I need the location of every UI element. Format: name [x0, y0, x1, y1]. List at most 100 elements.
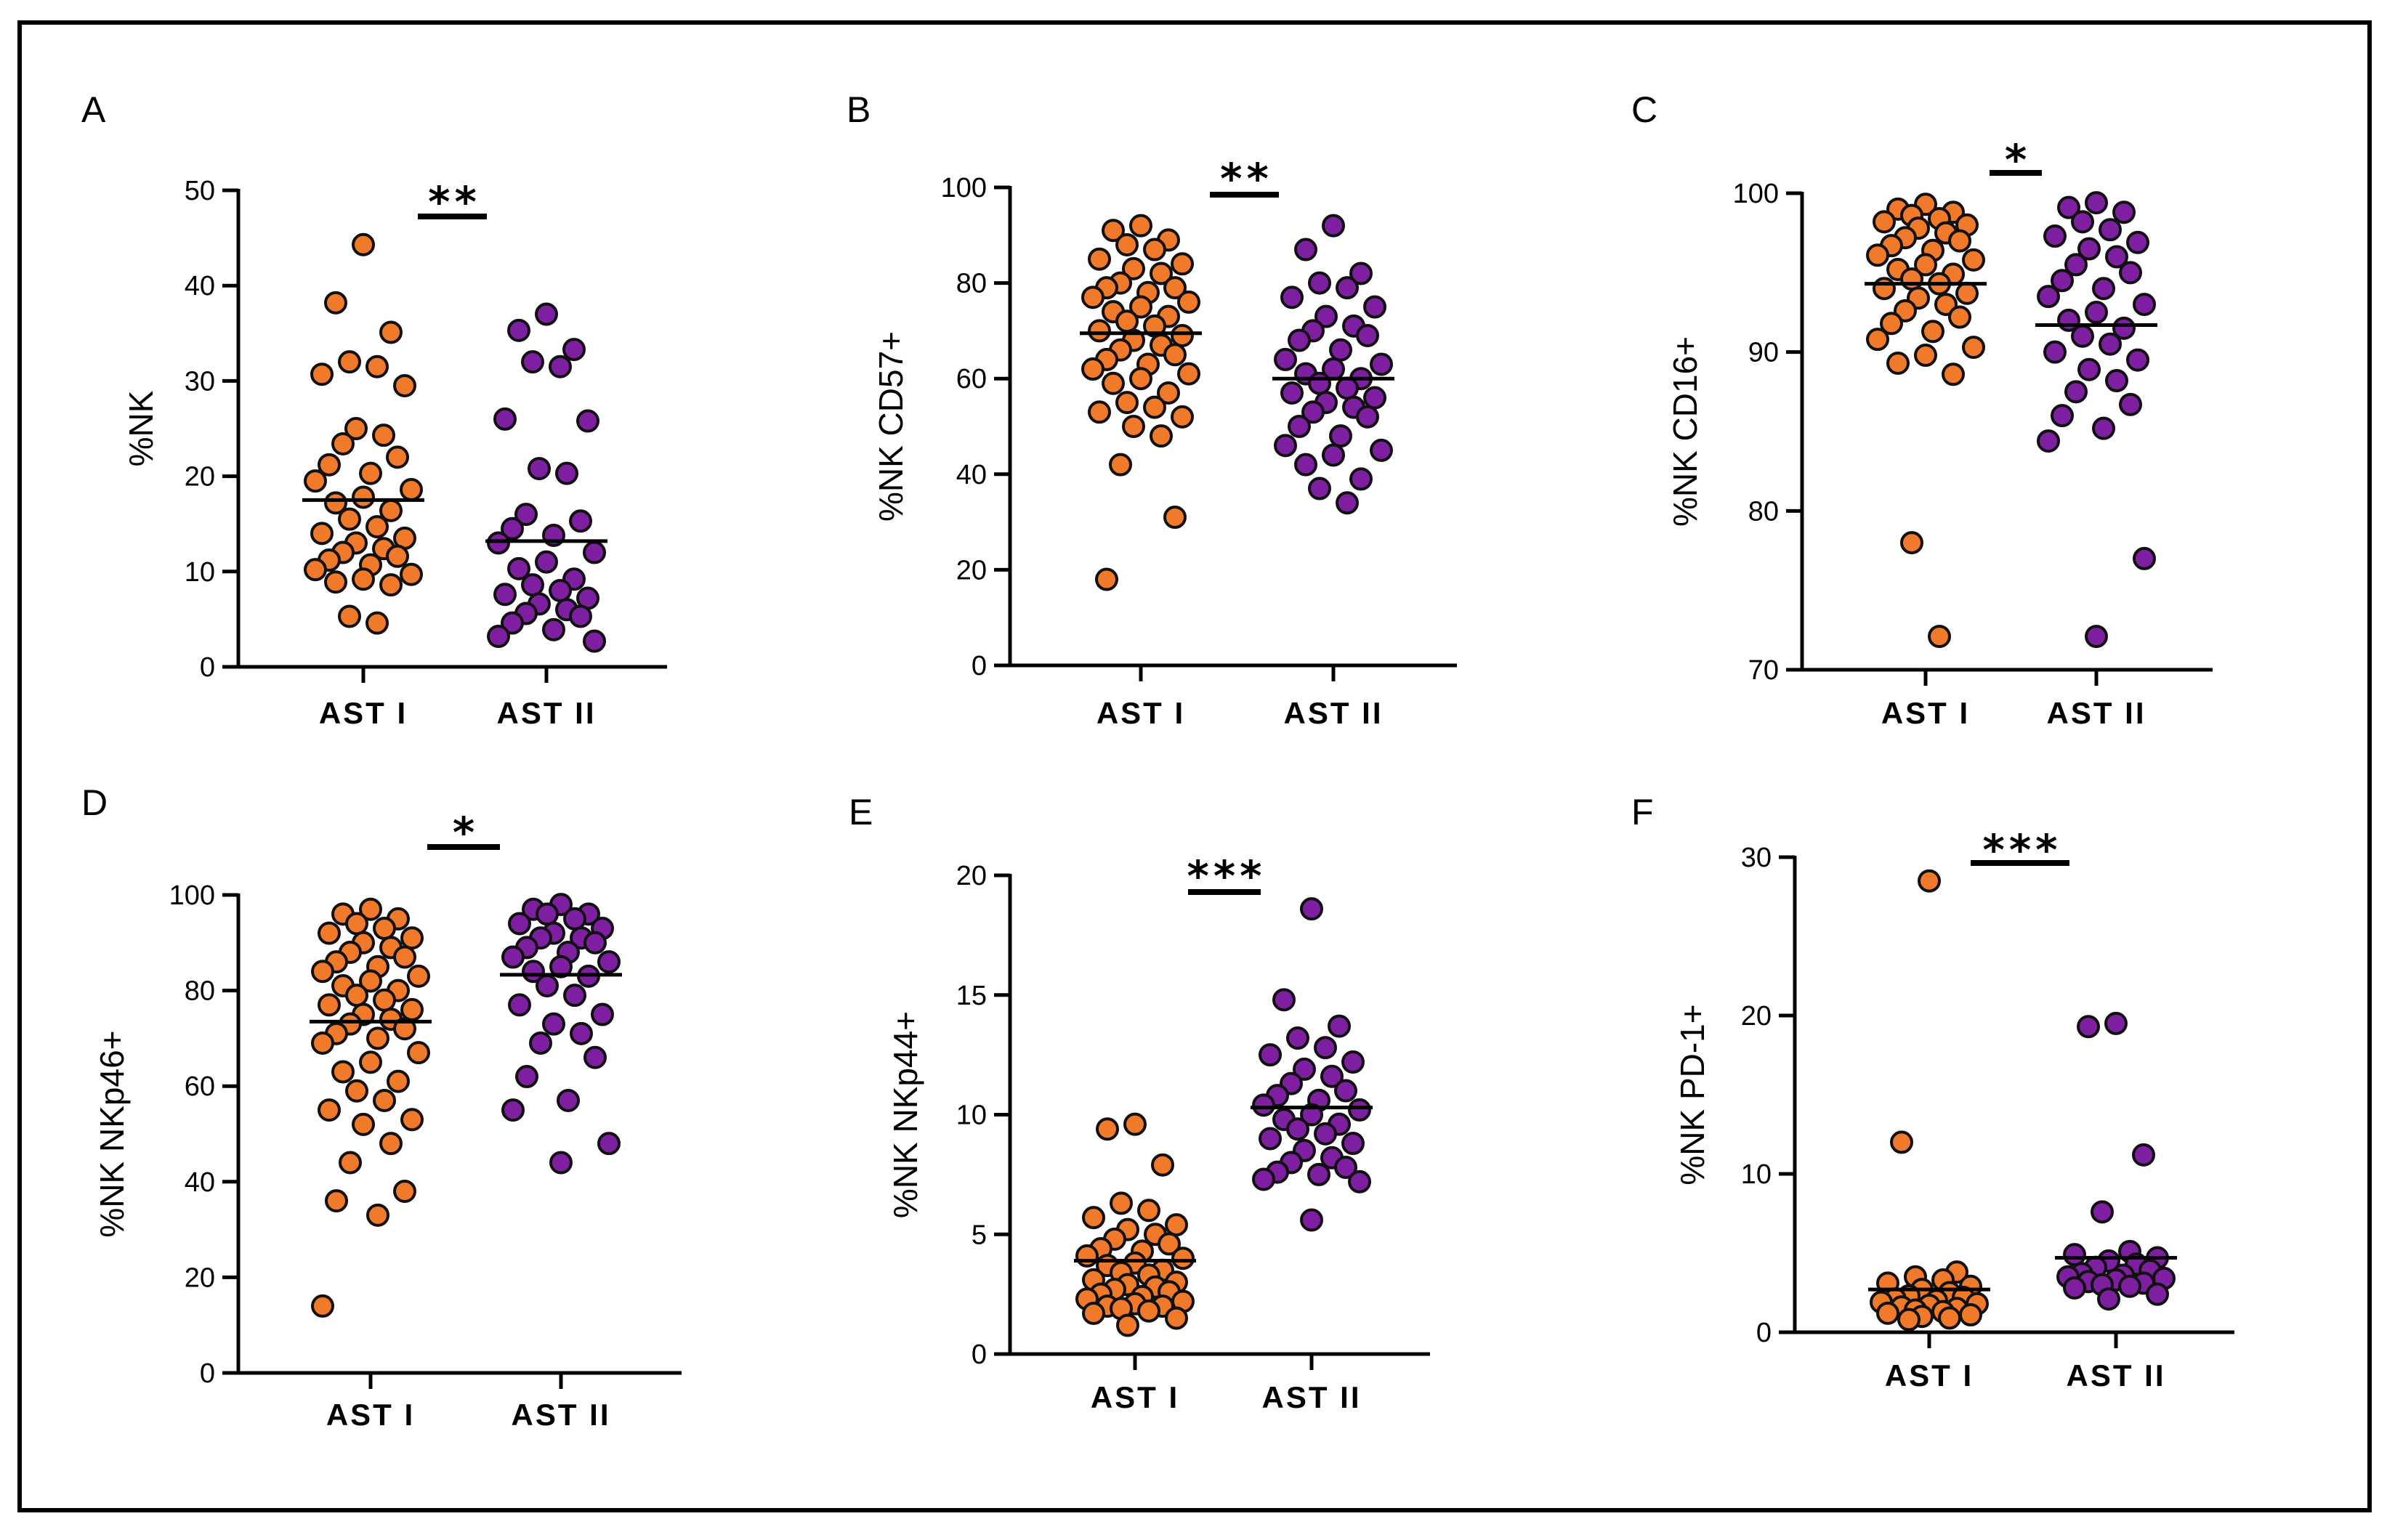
data-point [1962, 336, 1985, 360]
data-point [1348, 1170, 1371, 1194]
data-point [583, 629, 606, 653]
data-point [1329, 424, 1352, 448]
y-tick-label: 30 [1741, 843, 1772, 873]
data-point [1088, 319, 1111, 343]
data-point [1900, 531, 1923, 555]
data-point [1962, 248, 1985, 272]
data-point [2126, 348, 2149, 372]
data-point [331, 1060, 355, 1084]
data-point [1948, 229, 1971, 253]
data-point [1252, 1093, 1275, 1117]
data-point [2085, 625, 2108, 649]
data-point [1165, 1306, 1188, 1330]
data-point [521, 573, 544, 597]
data-point [345, 912, 368, 936]
data-point [555, 461, 578, 485]
data-point [373, 917, 396, 941]
data-point [1096, 1117, 1119, 1141]
data-point [1165, 1213, 1188, 1237]
panel-letter: E [849, 792, 873, 832]
data-point [1274, 347, 1297, 371]
data-point [591, 1002, 614, 1026]
data-point [2092, 416, 2115, 440]
data-point [352, 232, 375, 256]
data-point [1158, 1232, 1181, 1256]
data-point [2092, 277, 2115, 301]
y-tick-label: 40 [185, 271, 215, 301]
data-point [2077, 237, 2101, 261]
data-point [325, 1189, 348, 1213]
data-point [386, 445, 409, 469]
panel-a: A 0 10 20 30 40 50 %NK AST I AST II ** [81, 89, 667, 730]
x-tick-label: AST I [1091, 1380, 1179, 1414]
data-point [324, 291, 347, 315]
data-point [1082, 1206, 1105, 1230]
data-point [1088, 400, 1111, 424]
y-tick-label: 20 [1741, 1001, 1772, 1032]
data-point [338, 507, 361, 531]
x-tick-label: AST II [1283, 696, 1383, 730]
data-point [2105, 245, 2128, 269]
data-point [1137, 1199, 1160, 1223]
data-point [536, 902, 559, 926]
data-point [2071, 210, 2094, 234]
data-point [1110, 1191, 1133, 1215]
data-point [2118, 1274, 2141, 1298]
data-point [508, 993, 531, 1017]
data-point [1150, 262, 1173, 285]
data-point [1363, 386, 1386, 410]
series-ast-i [1080, 214, 1202, 591]
data-point [2132, 1143, 2155, 1167]
data-point [2064, 253, 2088, 277]
data-point [1897, 1308, 1921, 1332]
y-tick-label: 0 [200, 652, 215, 683]
data-point [1274, 434, 1297, 458]
data-point [1336, 376, 1359, 400]
y-axis-label: %NK NKp46+ [93, 1030, 131, 1237]
data-point [1942, 362, 1965, 386]
data-point [352, 1112, 375, 1136]
data-point [1873, 277, 1896, 301]
data-point [1288, 415, 1311, 438]
data-point [1163, 276, 1187, 300]
data-point [487, 531, 510, 555]
data-point [1129, 367, 1152, 391]
y-tick-label: 80 [956, 269, 987, 299]
data-point [1341, 1050, 1365, 1074]
data-point [331, 431, 355, 455]
y-tick-label: 5 [972, 1220, 987, 1250]
data-point [311, 1031, 334, 1055]
y-tick-label: 90 [1748, 338, 1779, 368]
data-point [1914, 253, 1937, 277]
data-point [501, 516, 524, 540]
data-point [2133, 293, 2156, 317]
y-tick-label: 0 [972, 1340, 987, 1370]
data-point [1334, 1079, 1357, 1103]
data-point [400, 477, 423, 501]
data-point [507, 556, 530, 580]
data-point [1900, 267, 1923, 291]
data-point [549, 1151, 573, 1175]
data-point [2057, 195, 2080, 219]
y-tick-label: 20 [185, 462, 215, 493]
data-point [318, 453, 341, 477]
data-point [583, 1045, 607, 1069]
data-point [1314, 1036, 1337, 1060]
panel-letter: D [81, 782, 108, 823]
data-point [1280, 285, 1304, 309]
x-tick-label: AST I [1881, 696, 1970, 730]
data-point [1286, 1117, 1309, 1141]
data-point [1259, 1127, 1282, 1151]
data-point [2119, 261, 2142, 285]
data-point [1300, 1103, 1323, 1127]
data-point [576, 409, 599, 433]
data-point [529, 1031, 552, 1055]
data-point [1171, 405, 1194, 429]
data-point [1129, 295, 1152, 319]
data-point [1301, 400, 1325, 424]
y-axis-label: %NK NKp44+ [886, 1011, 924, 1218]
data-point [1286, 1026, 1309, 1050]
data-point [1102, 219, 1125, 243]
data-point [1880, 312, 1903, 336]
